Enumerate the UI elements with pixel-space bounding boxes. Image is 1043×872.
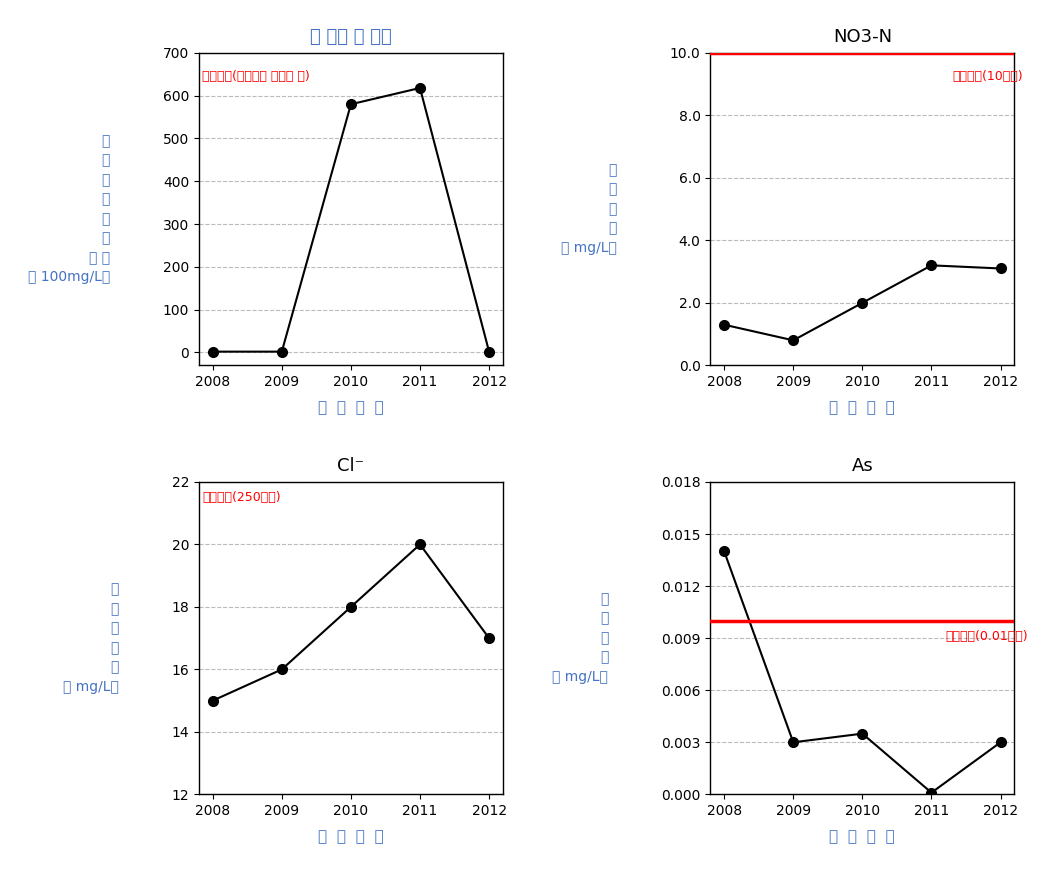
X-axis label: 조  사  연  도: 조 사 연 도 — [318, 829, 384, 844]
Y-axis label: 저
사
제
결
과
（ mg/L）: 저 사 제 결 과 （ mg/L） — [63, 582, 119, 694]
X-axis label: 조  사  연  도: 조 사 연 도 — [318, 400, 384, 415]
Title: As: As — [851, 457, 873, 475]
Y-axis label: 저
사
결
과
（ mg/L）: 저 사 결 과 （ mg/L） — [553, 592, 608, 685]
X-axis label: 조  사  연  도: 조 사 연 도 — [829, 400, 895, 415]
Title: 울 대와 동 도수: 울 대와 동 도수 — [310, 28, 392, 45]
Y-axis label: 저
사
제
결
과
사
（ 근
／ 100mg/L）: 저 사 제 결 과 사 （ 근 ／ 100mg/L） — [28, 134, 110, 284]
X-axis label: 조  사  연  도: 조 사 연 도 — [829, 829, 895, 844]
Text: 환경기준(250이하): 환경기준(250이하) — [202, 491, 281, 504]
Text: 환경기준(검출되지 아니할 것): 환경기준(검출되지 아니할 것) — [202, 70, 310, 83]
Title: NO3-N: NO3-N — [832, 28, 892, 45]
Title: Cl⁻: Cl⁻ — [337, 457, 364, 475]
Text: 환경기준(0.01이하): 환경기준(0.01이하) — [945, 630, 1028, 644]
Y-axis label: 저
사
결
과
（ mg/L）: 저 사 결 과 （ mg/L） — [561, 163, 617, 255]
Text: 환경기준(10이하): 환경기준(10이하) — [952, 70, 1023, 83]
